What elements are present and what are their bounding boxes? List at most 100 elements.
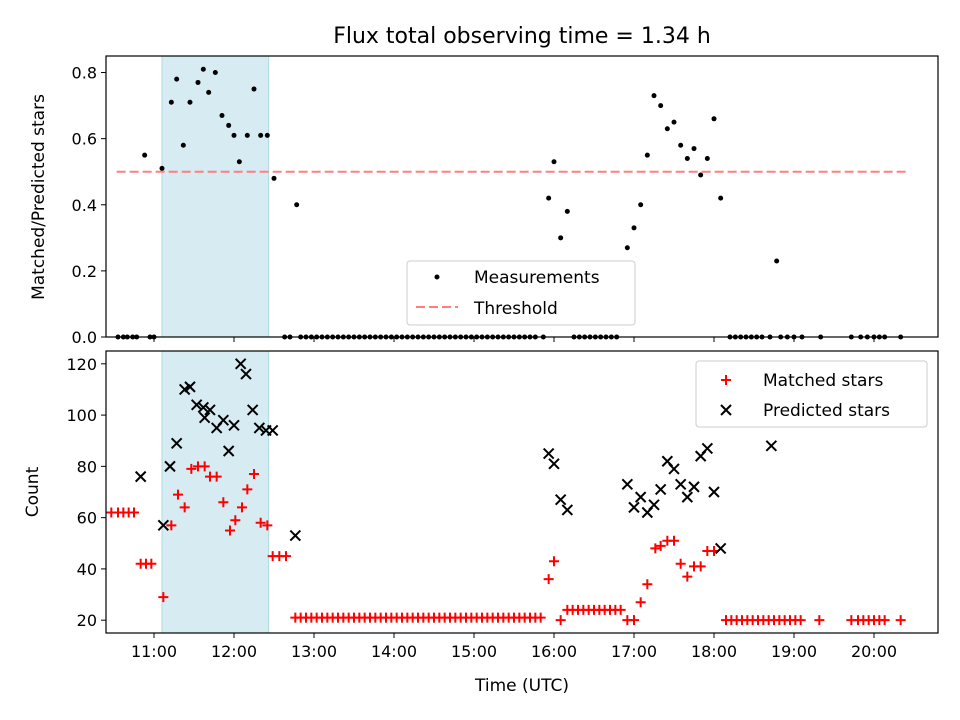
matched-star-point bbox=[650, 543, 661, 554]
bottom-panel: 20 40 60 80 100 120 11:00 12:00 13:00 14:00 15:00 1… bbox=[66, 350, 939, 661]
legend-predicted-marker bbox=[720, 404, 732, 416]
matched-star-point bbox=[249, 469, 259, 480]
measurement-point bbox=[236, 159, 242, 165]
matched-star-point bbox=[555, 615, 566, 626]
bottom-y-tick-label: 60 bbox=[77, 509, 97, 528]
bottom-legend bbox=[695, 360, 928, 428]
x-tick-label: 12:00 bbox=[211, 642, 257, 661]
predicted-star-point bbox=[554, 493, 567, 506]
matched-star-point bbox=[281, 551, 291, 562]
predicted-star-point bbox=[548, 458, 560, 470]
matched-star-point bbox=[173, 489, 183, 500]
measurement-point bbox=[200, 66, 206, 72]
measurement-point bbox=[251, 86, 257, 92]
measurement-point bbox=[546, 195, 552, 201]
legend-threshold-label: Threshold bbox=[473, 299, 558, 319]
matched-star-point bbox=[549, 556, 559, 567]
measurement-point bbox=[671, 119, 677, 125]
matched-star-point bbox=[230, 515, 241, 526]
predicted-star-point bbox=[204, 404, 216, 416]
predicted-star-point bbox=[198, 411, 211, 424]
measurement-point bbox=[718, 195, 724, 201]
legend-matched-label: Matched stars bbox=[763, 371, 883, 391]
predicted-star-point bbox=[170, 437, 183, 449]
legend-matched-marker bbox=[721, 375, 731, 385]
measurement-point bbox=[212, 70, 218, 76]
matched-star-point bbox=[255, 517, 266, 528]
predicted-star-point bbox=[688, 481, 700, 493]
measurement-point bbox=[226, 122, 232, 128]
measurement-point bbox=[180, 142, 186, 148]
matched-star-point bbox=[629, 615, 639, 626]
matched-star-point bbox=[814, 615, 825, 626]
predicted-star-point bbox=[289, 529, 302, 542]
measurement-point bbox=[644, 152, 650, 158]
x-tick-label: 14:00 bbox=[371, 642, 417, 661]
measurement-point bbox=[698, 172, 704, 178]
measurement-point bbox=[168, 99, 174, 105]
matched-star-point bbox=[158, 592, 169, 603]
top-panel: 0.0 0.2 0.4 0.6 0.8 Measurements Threshold bbox=[72, 55, 939, 347]
predicted-star-point bbox=[228, 419, 240, 432]
legend-predicted-label: Predicted stars bbox=[763, 401, 890, 421]
matched-star-point bbox=[615, 604, 626, 615]
measurement-point bbox=[558, 235, 564, 241]
predicted-star-point bbox=[621, 478, 634, 491]
predicted-star-point bbox=[701, 442, 714, 455]
matched-star-point bbox=[186, 463, 197, 474]
predicted-star-point bbox=[668, 463, 680, 475]
predicted-star-point bbox=[542, 447, 555, 460]
top-legend bbox=[406, 260, 636, 326]
predicted-star-point bbox=[184, 381, 196, 393]
matched-star-point bbox=[535, 612, 546, 623]
matched-star-point bbox=[669, 535, 679, 546]
predicted-star-point bbox=[222, 445, 235, 457]
measurement-point bbox=[264, 132, 270, 138]
matched-star-point bbox=[225, 525, 235, 536]
top-y-tick-label: 0.2 bbox=[72, 262, 97, 281]
matched-star-point bbox=[179, 502, 190, 513]
predicted-star-point bbox=[714, 542, 727, 555]
matched-star-point bbox=[675, 558, 686, 569]
matched-star-point bbox=[146, 558, 157, 569]
bottom-axes-frame bbox=[105, 350, 939, 634]
matched-star-point bbox=[166, 520, 177, 531]
matched-star-point bbox=[242, 484, 253, 495]
x-tick-label: 15:00 bbox=[451, 642, 497, 661]
predicted-star-point bbox=[134, 470, 147, 483]
matched-star-point bbox=[655, 540, 666, 551]
matched-star-point bbox=[262, 520, 273, 531]
matched-star-point bbox=[218, 497, 229, 508]
x-axis-label: Time (UTC) bbox=[474, 676, 569, 696]
measurement-point bbox=[651, 93, 657, 99]
matched-star-point bbox=[211, 471, 222, 482]
measurement-point bbox=[564, 208, 570, 214]
measurement-point bbox=[219, 113, 225, 119]
predicted-star-point bbox=[674, 478, 687, 491]
x-tick-label: 17:00 bbox=[611, 642, 657, 661]
measurement-point bbox=[231, 132, 237, 138]
measurement-point bbox=[271, 175, 277, 181]
predicted-star-point bbox=[765, 440, 778, 452]
measurement-point bbox=[774, 258, 780, 264]
predicted-star-point bbox=[266, 424, 279, 437]
bottom-y-tick-label: 80 bbox=[77, 457, 97, 476]
predicted-star-point bbox=[648, 499, 660, 511]
top-observing-span bbox=[161, 55, 270, 338]
predicted-star-point bbox=[654, 483, 667, 496]
matched-star-point bbox=[879, 615, 890, 626]
top-y-tick-label: 0.8 bbox=[72, 64, 97, 83]
bottom-y-tick-label: 120 bbox=[66, 355, 97, 374]
measurement-point bbox=[691, 146, 697, 152]
top-y-axis-label: Matched/Predicted stars bbox=[29, 94, 49, 300]
measurement-point bbox=[704, 155, 710, 161]
measurement-point bbox=[678, 142, 684, 148]
x-tick-label: 16:00 bbox=[531, 642, 577, 661]
predicted-star-point bbox=[240, 368, 252, 380]
measurement-point bbox=[664, 126, 670, 132]
top-y-tick-label: 0.6 bbox=[72, 130, 97, 149]
measurement-point bbox=[624, 245, 630, 251]
measurement-point bbox=[631, 225, 637, 231]
bottom-y-tick-label: 20 bbox=[77, 611, 97, 630]
predicted-star-point bbox=[681, 491, 694, 503]
